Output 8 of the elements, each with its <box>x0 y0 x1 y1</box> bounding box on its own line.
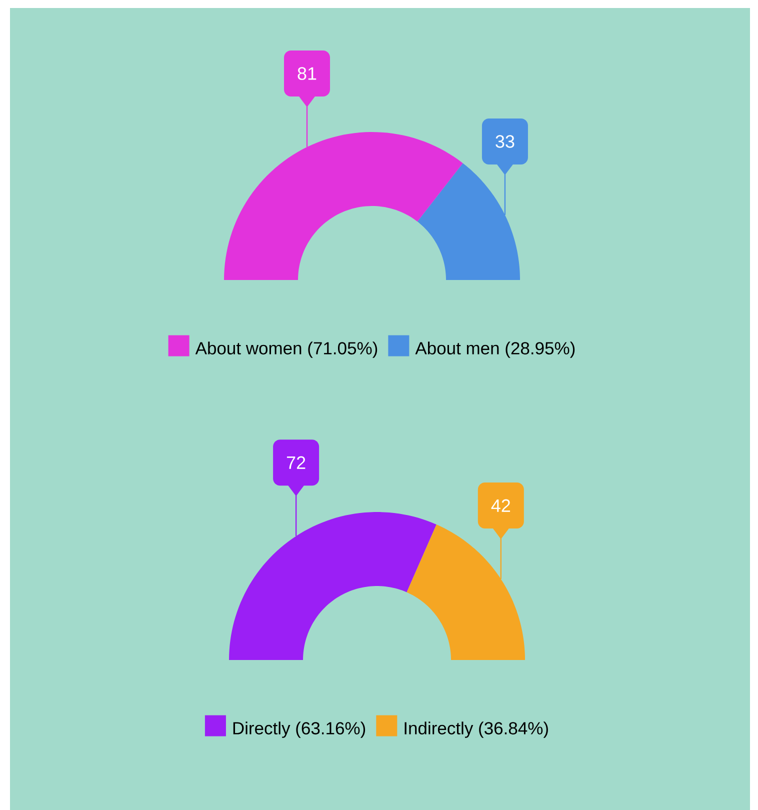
data-label: 81 <box>298 67 316 80</box>
data-label: 72 <box>286 456 306 469</box>
legend-label: About men (28.95%) <box>415 342 575 358</box>
legend-label: Directly (63.16%) <box>233 722 366 738</box>
legend-label: About women (71.05%) <box>195 342 378 358</box>
data-label: 33 <box>496 135 514 148</box>
data-label: 42 <box>491 499 510 512</box>
legend-label: Indirectly (36.84%) <box>404 722 548 738</box>
